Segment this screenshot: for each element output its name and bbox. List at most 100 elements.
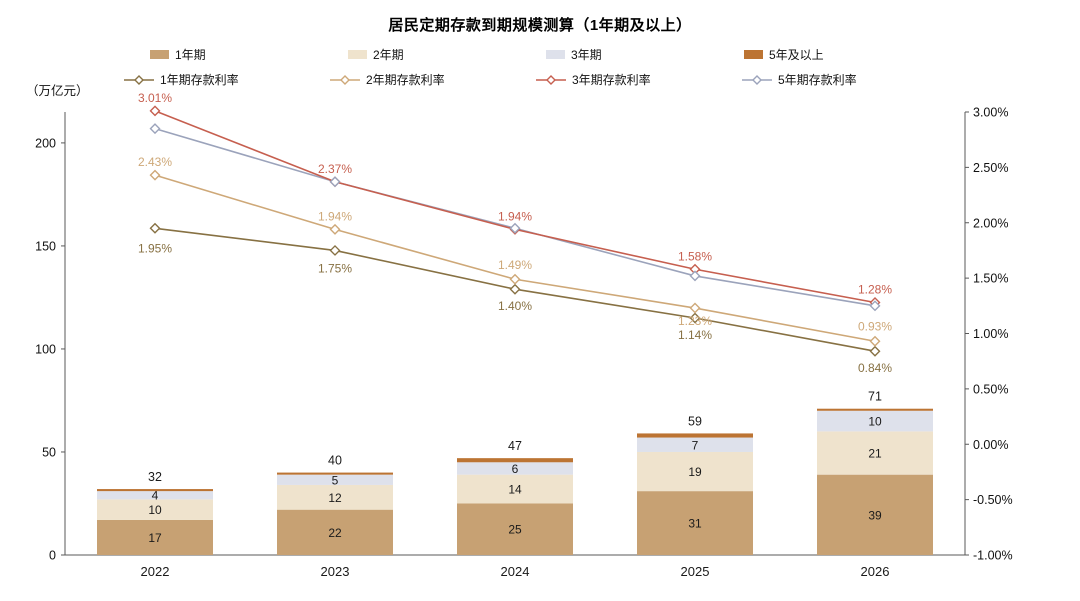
bar-segment-label: 21 [868,447,882,461]
right-tick-label: 1.50% [973,272,1008,286]
legend-item-bar-3y: 3年期 [546,46,744,63]
diamond-marker-icon [149,105,161,117]
left-tick-label: 50 [42,445,56,459]
bar-segment [457,503,573,555]
legend-item-bar-1y: 1年期 [150,46,348,63]
diamond-marker-icon [509,222,521,234]
bar-segment [457,474,573,504]
bar-segment-label: 12 [328,491,342,505]
bar-segment [637,451,753,492]
bar-segment-label: 10 [148,503,162,517]
right-tick-label: -1.00% [973,549,1013,563]
bar-segment-label: 31 [688,517,702,531]
diamond-marker-icon [509,283,521,295]
legend-label: 1年期 [175,48,206,62]
right-tick-label: 0.00% [973,438,1008,452]
bar-swatch-icon [744,50,763,59]
bar-segment [277,472,393,475]
line-diamond-icon [742,74,772,85]
bar-segment [277,474,393,485]
right-tick-label: 2.50% [973,161,1008,175]
bar-segment [457,462,573,475]
left-tick-label: 0 [49,549,56,563]
y-axis-unit-label: （万亿元） [26,84,89,98]
bar-swatch-icon [150,50,169,59]
left-tick-label: 150 [35,239,56,253]
legend-label: 3年期存款利率 [572,73,651,87]
bar-segment [97,489,213,492]
bar-segment [97,519,213,555]
rate-label: 1.75% [318,261,352,275]
legend-label: 5年期存款利率 [778,73,857,87]
left-tick-label: 100 [35,342,56,356]
bar-swatch-icon [546,50,565,59]
diamond-marker-icon [149,222,161,234]
left-tick-label: 200 [35,136,56,150]
rate-label: 3.01% [138,91,172,105]
bar-segment [817,408,933,411]
bar-segment-label: 6 [512,462,519,476]
x-category-label: 2023 [321,564,350,579]
bar-swatch-icon [348,50,367,59]
bar-segment-label: 10 [868,415,882,429]
right-tick-label: 0.50% [973,382,1008,396]
bar-segment-label: 19 [688,465,702,479]
line-diamond-icon [124,74,154,85]
diamond-marker-icon [329,176,341,188]
legend-row-lines: 1年期存款利率 2年期存款利率 3年期存款利率 5年期存款利率 [124,71,948,88]
right-tick-label: 3.00% [973,106,1008,120]
diamond-marker-icon [149,123,161,135]
rate-label: 1.49% [498,258,532,272]
legend-label: 3年期 [571,48,602,62]
rate-label: 1.28% [858,282,892,296]
diamond-marker-icon [689,312,701,324]
bar-segment [817,410,933,432]
right-tick-label: 1.00% [973,327,1008,341]
rate-label: 1.94% [318,209,352,223]
diamond-marker-icon [329,244,341,256]
legend-label: 1年期存款利率 [160,73,239,87]
bar-total-label: 32 [148,470,162,484]
bar-segment [637,491,753,555]
rate-label: 1.14% [678,328,712,342]
diamond-marker-icon [149,169,161,181]
rate-label: 1.95% [138,241,172,255]
diamond-marker-icon [869,300,881,312]
line-diamond-icon [536,74,566,85]
bar-segment [277,509,393,555]
legend-label: 5年及以上 [769,48,824,62]
x-category-label: 2022 [141,564,170,579]
bar-segment-label: 7 [692,438,699,452]
x-category-label: 2026 [861,564,890,579]
rate-label: 2.37% [318,162,352,176]
bar-segment-label: 39 [868,508,882,522]
bar-segment [817,474,933,555]
right-tick-label: -0.50% [973,493,1013,507]
rate-label: 2.43% [138,155,172,169]
legend-item-line-1y-rate: 1年期存款利率 [124,71,330,88]
legend-item-line-3y-rate: 3年期存款利率 [536,71,742,88]
bar-segment [97,491,213,500]
bar-segment-label: 17 [148,531,162,545]
bar-total-label: 40 [328,454,342,468]
bar-segment [457,458,573,463]
rate-label: 1.23% [678,314,712,328]
rate-label: 0.93% [858,319,892,333]
bar-segment-label: 5 [332,473,339,487]
bar-total-label: 71 [868,390,882,404]
x-category-label: 2024 [501,564,530,579]
bar-total-label: 59 [688,414,702,428]
bar-segment [637,437,753,452]
bar-segment-label: 4 [152,489,159,503]
rate-label: 1.40% [498,299,532,313]
bar-segment [277,484,393,510]
rate-label: 1.58% [678,249,712,263]
bar-segment-label: 22 [328,526,342,540]
legend-row-bars: 1年期 2年期 3年期 5年及以上 [150,46,942,63]
legend-label: 2年期存款利率 [366,73,445,87]
legend-item-bar-2y: 2年期 [348,46,546,63]
legend-label: 2年期 [373,48,404,62]
bar-segment [817,431,933,475]
right-tick-label: 2.00% [973,216,1008,230]
